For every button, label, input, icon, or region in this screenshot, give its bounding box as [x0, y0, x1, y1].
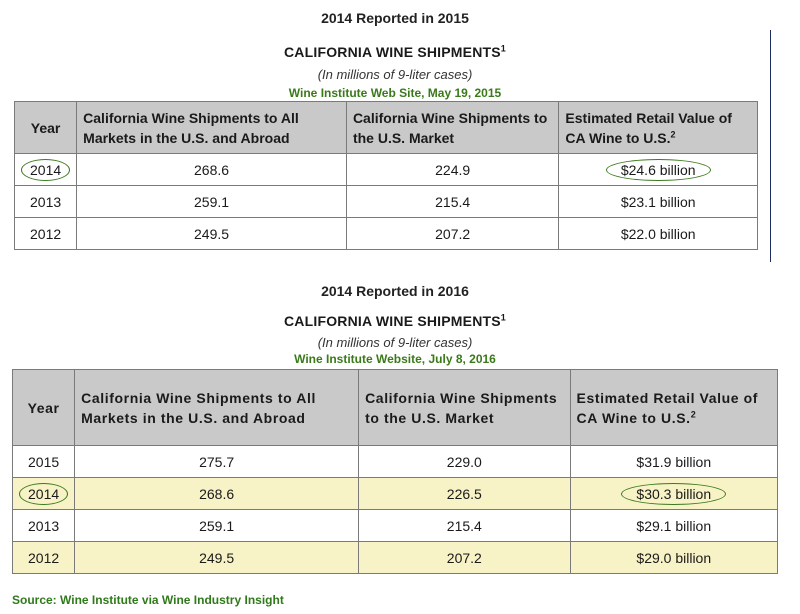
all-markets-cell: 268.6	[74, 477, 360, 510]
table1-header-us-market: California Wine Shipments to the U.S. Ma…	[345, 101, 560, 154]
table1-header-retail-value-text: Estimated Retail Value of CA Wine to U.S…	[565, 109, 732, 146]
table2-header-us-market: California Wine Shipments to the U.S. Ma…	[358, 369, 571, 446]
table1-header-retail-value: Estimated Retail Value of CA Wine to U.S…	[558, 101, 758, 154]
us-market-cell: 215.4	[358, 509, 571, 542]
table1-source: Wine Institute Web Site, May 19, 2015	[288, 86, 502, 100]
all-markets-cell: 268.6	[76, 153, 347, 186]
report-label-2016: 2014 Reported in 2016	[321, 283, 469, 299]
table-row: 2014 268.6 226.5 $30.3 billion	[11, 477, 779, 510]
table1-title-text: CALIFORNIA WINE SHIPMENTS	[283, 44, 501, 60]
table-row: 2012 249.5 207.2 $29.0 billion	[11, 541, 779, 574]
retail-value-cell: $24.6 billion	[558, 153, 758, 186]
retail-value-cell: $31.9 billion	[569, 445, 779, 478]
table2-title-text: CALIFORNIA WINE SHIPMENTS	[283, 313, 501, 329]
table1-subtitle: (In millions of 9-liter cases)	[317, 67, 473, 82]
table-row: 2012 249.5 207.2 $22.0 billion	[13, 217, 758, 250]
year-cell: 2013	[13, 185, 78, 218]
table1: Year California Wine Shipments to All Ma…	[13, 101, 758, 250]
table-row: 2013 259.1 215.4 $23.1 billion	[13, 185, 758, 218]
table1-header-sup: 2	[670, 128, 676, 139]
table1-header-all-markets: California Wine Shipments to All Markets…	[76, 101, 347, 154]
retail-value-cell: $29.1 billion	[569, 509, 779, 542]
table1-title-sup: 1	[500, 43, 507, 54]
table-row: 2015 275.7 229.0 $31.9 billion	[11, 445, 779, 478]
table-row: 2014 268.6 224.9 $24.6 billion	[13, 153, 758, 186]
table2-subtitle: (In millions of 9-liter cases)	[317, 335, 473, 350]
us-market-cell: 224.9	[345, 153, 560, 186]
retail-value-cell: $23.1 billion	[558, 185, 758, 218]
retail-value-cell: $22.0 billion	[558, 217, 758, 250]
divider-line	[770, 30, 771, 262]
retail-value-cell: $30.3 billion	[569, 477, 779, 510]
table2-header-all-markets: California Wine Shipments to All Markets…	[74, 369, 360, 446]
all-markets-cell: 249.5	[74, 541, 360, 574]
highlight-circle: 2014	[21, 158, 71, 181]
year-cell: 2014	[11, 477, 76, 510]
table2: Year California Wine Shipments to All Ma…	[11, 369, 779, 574]
retail-value-cell: $29.0 billion	[569, 541, 779, 574]
table2-header-row: Year California Wine Shipments to All Ma…	[11, 369, 779, 446]
report-label-2015: 2014 Reported in 2015	[321, 10, 469, 26]
year-cell: 2015	[11, 445, 76, 478]
highlight-circle: $24.6 billion	[605, 158, 711, 181]
all-markets-cell: 275.7	[74, 445, 360, 478]
us-market-cell: 207.2	[358, 541, 571, 574]
year-cell: 2012	[11, 541, 76, 574]
year-cell: 2014	[13, 153, 78, 186]
year-cell: 2012	[13, 217, 78, 250]
highlight-circle: $30.3 billion	[621, 482, 727, 505]
footer-source: Source: Wine Institute via Wine Industry…	[12, 593, 284, 607]
table-row: 2013 259.1 215.4 $29.1 billion	[11, 509, 779, 542]
table2-title-sup: 1	[500, 312, 507, 323]
table2-header-retail-value-text: Estimated Retail Value of CA Wine to U.S…	[576, 389, 759, 426]
table2-header-sup: 2	[690, 408, 697, 419]
us-market-cell: 207.2	[345, 217, 560, 250]
us-market-cell: 226.5	[358, 477, 571, 510]
all-markets-cell: 249.5	[76, 217, 347, 250]
table2-title: CALIFORNIA WINE SHIPMENTS1	[0, 313, 790, 329]
all-markets-cell: 259.1	[76, 185, 347, 218]
year-cell: 2013	[11, 509, 76, 542]
table1-header-year: Year	[13, 101, 78, 154]
table2-header-year: Year	[11, 369, 76, 446]
table1-header-row: Year California Wine Shipments to All Ma…	[13, 101, 758, 154]
us-market-cell: 229.0	[358, 445, 571, 478]
highlight-circle: 2014	[19, 482, 69, 505]
us-market-cell: 215.4	[345, 185, 560, 218]
table1-title: CALIFORNIA WINE SHIPMENTS1	[0, 44, 790, 60]
table2-header-retail-value: Estimated Retail Value of CA Wine to U.S…	[569, 369, 779, 446]
all-markets-cell: 259.1	[74, 509, 360, 542]
table2-source: Wine Institute Website, July 8, 2016	[294, 352, 496, 366]
